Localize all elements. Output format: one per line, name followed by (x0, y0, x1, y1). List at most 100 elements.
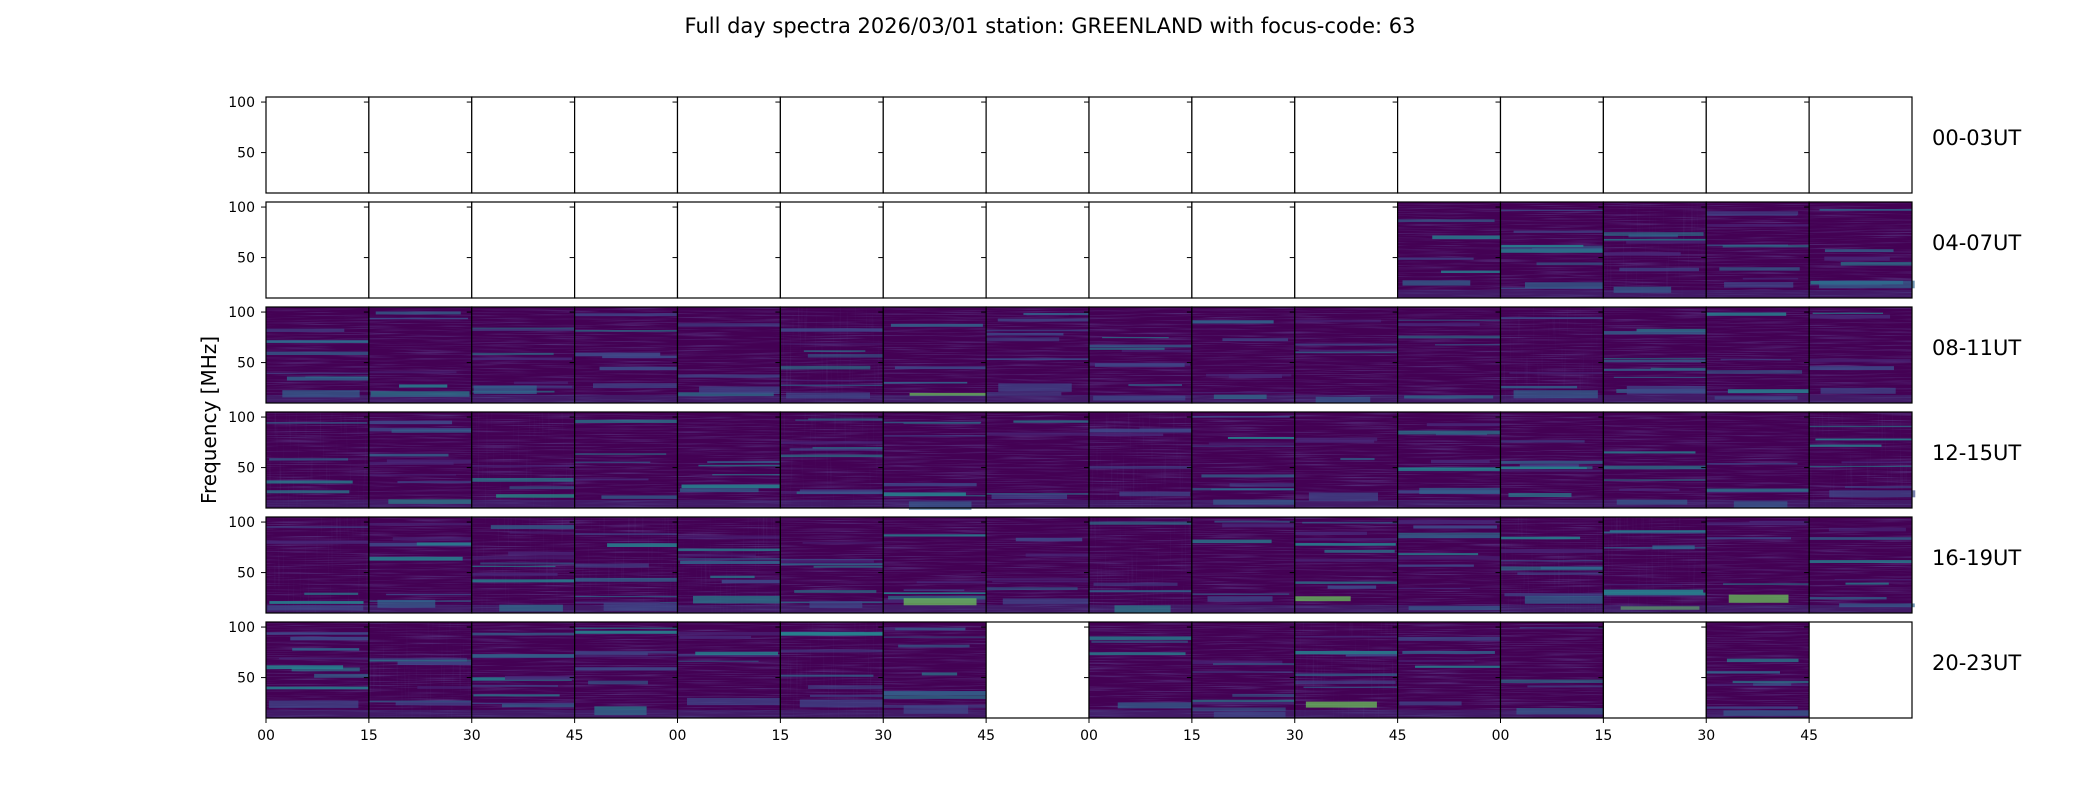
low-frequency-emission (1829, 490, 1916, 498)
rfi-band (1294, 351, 1398, 354)
low-frequency-emission (908, 501, 972, 510)
rfi-band (574, 533, 678, 536)
rfi-band (1613, 376, 1707, 378)
rfi-band (1603, 479, 1707, 481)
rfi-band (986, 332, 1064, 336)
low-frequency-emission (1613, 286, 1672, 293)
rfi-band (780, 441, 884, 444)
rfi-band (1706, 244, 1789, 247)
x-tick-label: 45 (1800, 728, 1818, 744)
panel-background (780, 97, 884, 193)
low-band-floor (1500, 709, 1604, 718)
rfi-band (1603, 451, 1696, 454)
low-band-floor (883, 604, 987, 613)
low-band-floor (574, 499, 678, 508)
rfi-band (1500, 440, 1585, 443)
spectrum-panel (363, 516, 473, 614)
rfi-band (471, 579, 575, 583)
low-band-floor (780, 604, 884, 613)
rfi-band (1397, 659, 1475, 662)
rfi-band (813, 565, 884, 568)
rfi-band (1402, 650, 1495, 654)
rfi-band (1294, 650, 1398, 655)
rfi-band (509, 486, 575, 490)
spectrum-panel (261, 96, 370, 194)
low-frequency-emission (1714, 396, 1798, 400)
panel-noise (883, 412, 987, 508)
rfi-band (266, 686, 369, 690)
rfi-band (290, 636, 369, 641)
panel-noise (368, 307, 472, 403)
low-frequency-emission (1724, 282, 1794, 288)
spectrum-panel (775, 411, 902, 509)
low-band-floor (986, 394, 1089, 403)
rfi-band (1211, 488, 1295, 491)
low-band-floor (1603, 604, 1707, 613)
low-band-floor (368, 499, 472, 508)
rfi-band (417, 686, 472, 689)
spectrum-panel (878, 621, 987, 719)
panel-rfi-texture (1603, 202, 1707, 298)
rfi-band (1500, 679, 1604, 683)
rfi-band (291, 667, 360, 672)
rfi-band (1094, 363, 1185, 367)
rfi-band (921, 672, 958, 676)
rfi-band (1397, 532, 1501, 535)
rfi-band (812, 447, 884, 449)
spectrum-panel (466, 411, 583, 509)
x-tick-label: 30 (1286, 728, 1304, 744)
low-band-floor (1603, 394, 1707, 403)
rfi-band (1303, 686, 1398, 688)
rfi-band (368, 700, 472, 703)
rfi-band (789, 448, 884, 451)
spectrum-panel (1701, 306, 1810, 404)
y-tick-label: 50 (237, 671, 255, 687)
rfi-band (1742, 277, 1799, 280)
spectrum-panel (569, 201, 679, 299)
rfi-band (1809, 358, 1911, 363)
rfi-band (1517, 572, 1604, 575)
low-frequency-emission (680, 488, 759, 493)
rfi-band (780, 328, 884, 332)
spectrum-panel (1289, 201, 1399, 299)
low-band-floor (1809, 499, 1912, 508)
rfi-band (712, 474, 781, 476)
spectrum-panel (261, 411, 370, 509)
low-frequency-emission (1513, 390, 1598, 399)
panel-background (574, 97, 678, 193)
low-band-floor (1397, 604, 1501, 613)
low-band-floor (1706, 604, 1810, 613)
rfi-band (883, 695, 987, 699)
low-band-floor (1089, 604, 1192, 613)
rfi-band (574, 655, 678, 658)
rfi-band (883, 636, 987, 638)
rfi-band (1093, 582, 1178, 586)
panel-rfi-texture (1500, 307, 1604, 403)
panel-noise (1397, 307, 1501, 403)
low-band-floor (1603, 499, 1707, 508)
rfi-band (986, 587, 1078, 591)
spectrum-panel (1289, 411, 1399, 509)
rfi-band (1603, 584, 1683, 586)
panel-frame (1808, 96, 1913, 194)
low-band-floor (1603, 289, 1707, 298)
spectrum-panel (1186, 201, 1296, 299)
low-band-floor (471, 394, 575, 403)
rfi-band (1726, 658, 1799, 663)
panel-noise (677, 412, 781, 508)
spectrum-panel (672, 516, 795, 614)
rfi-band (1500, 560, 1604, 562)
spectrum-panel (1598, 201, 1707, 299)
rfi-band (1191, 699, 1295, 703)
panel-rfi-texture (471, 412, 575, 508)
rfi-band (677, 548, 781, 552)
rfi-band (1091, 640, 1188, 643)
low-band-floor (266, 499, 369, 508)
rfi-band (574, 577, 678, 582)
low-band-floor (368, 709, 472, 718)
spectrum-panel (466, 201, 576, 299)
rfi-band (1626, 240, 1707, 244)
rfi-band (574, 667, 678, 671)
rfi-band (504, 675, 575, 680)
